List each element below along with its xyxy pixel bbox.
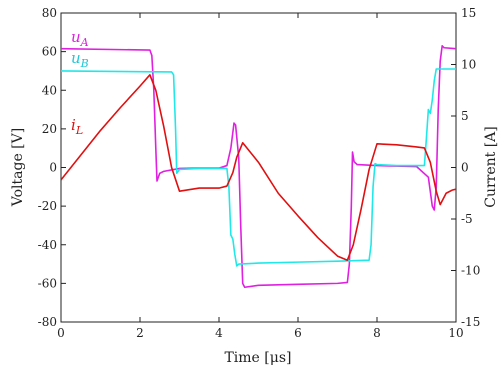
series-line-uA [61,45,456,289]
x-tick-label: 2 [136,326,144,340]
y-left-tick-label: -40 [38,238,57,252]
y-left-tick-label: 80 [42,6,57,20]
series-line-iL [61,74,456,261]
y-right-tick-label: 0 [461,161,469,175]
series-line-uB [61,68,456,267]
plot-area [60,12,457,323]
y-right-tick-label: 5 [461,109,469,123]
y-left-tick-label: 40 [42,83,57,97]
x-tick-label: 8 [373,326,381,340]
y-left-tick-label: -80 [38,315,57,329]
legend-label-iL: iL [71,116,83,137]
x-tick-label: 4 [215,326,223,340]
y-right-tick-label: 15 [461,6,476,20]
y-right-axis-title: Current [A] [483,126,499,208]
legend-label-uB: uB [71,49,89,70]
y-left-tick-label: 0 [49,161,57,175]
legend-label-uA: uA [71,28,89,49]
y-left-tick-label: -20 [38,199,57,213]
y-right-tick-label: -10 [461,264,480,278]
y-left-tick-label: -60 [38,276,57,290]
y-left-axis-title: Voltage [V] [10,128,26,207]
x-tick-label: 0 [57,326,65,340]
y-right-tick-label: 10 [461,58,476,72]
y-right-tick-label: -5 [461,212,473,226]
x-tick-label: 10 [448,326,463,340]
x-axis-title: Time [μs] [224,350,291,366]
y-left-tick-label: 20 [42,122,57,136]
y-left-tick-label: 60 [42,45,57,59]
plot-frame [60,12,457,323]
y-right-tick-label: -15 [461,315,480,329]
x-tick-label: 6 [294,326,302,340]
